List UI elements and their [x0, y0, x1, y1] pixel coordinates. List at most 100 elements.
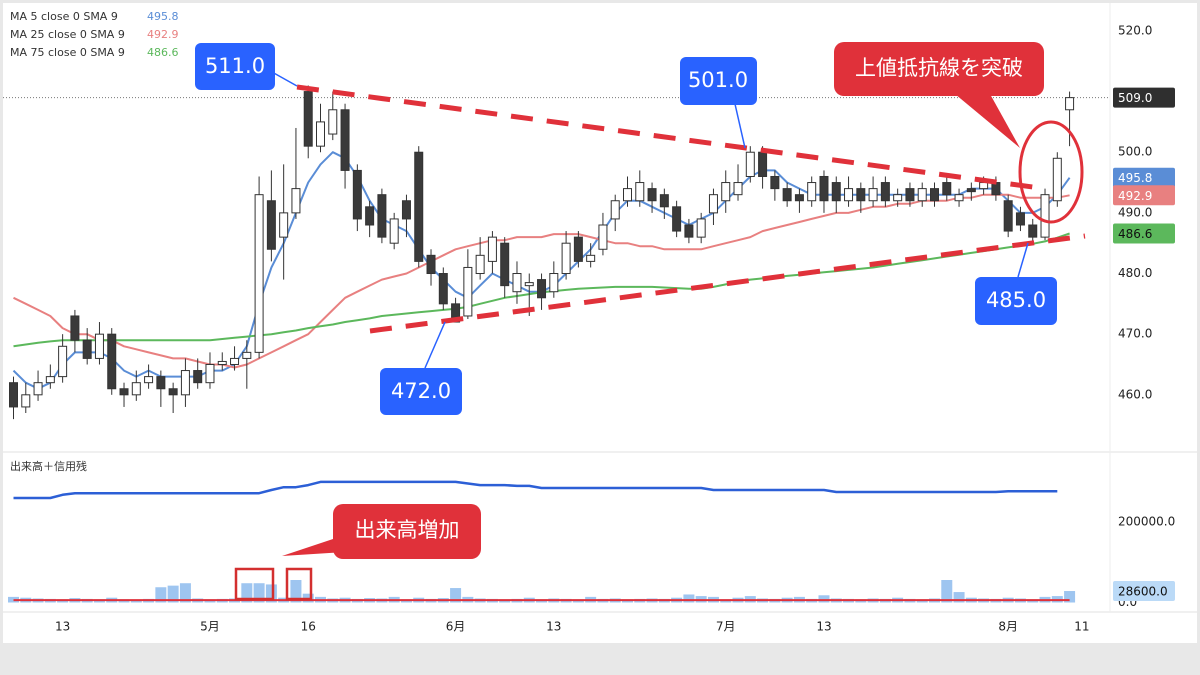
volume-bar — [941, 580, 953, 603]
candle-body — [794, 194, 804, 202]
x-tick-label: 7月 — [716, 620, 736, 634]
pointer — [271, 71, 298, 87]
candle-body — [635, 182, 645, 202]
candle-body — [352, 169, 362, 220]
candle-body — [954, 194, 964, 202]
callout-text: 上値抵抗線を突破 — [855, 56, 1023, 80]
callout-pointer — [282, 535, 345, 556]
candle-body — [70, 315, 80, 341]
candle-body — [328, 109, 338, 135]
candle-body — [561, 242, 571, 275]
volume-bar — [818, 595, 830, 603]
candle-body — [144, 376, 154, 384]
volume-bar — [179, 583, 191, 603]
candle-body — [647, 188, 657, 202]
candle-body — [659, 194, 669, 208]
candle-body — [131, 382, 141, 396]
candle-body — [770, 175, 780, 190]
candle-body — [979, 182, 989, 190]
x-tick-label: 13 — [546, 620, 561, 634]
volume-bar — [265, 584, 277, 603]
y-tick-label: 460.0 — [1118, 387, 1152, 401]
axis-value-box — [1113, 167, 1175, 188]
x-tick-label: 13 — [55, 620, 70, 634]
support-line — [369, 233, 1086, 334]
candle-body — [119, 388, 129, 396]
candle-body — [537, 279, 547, 299]
x-tick-label: 5月 — [200, 620, 220, 634]
candle-body — [279, 212, 289, 238]
candle-body — [1052, 157, 1062, 202]
candle-body — [880, 182, 890, 202]
candle-body — [758, 151, 768, 177]
y-tick-label: 470.0 — [1118, 327, 1152, 341]
axis-value-box — [1113, 87, 1175, 108]
axis-value-label: 28600.0 — [1118, 585, 1168, 599]
legend-label: MA 25 close 0 SMA 9 — [10, 28, 125, 41]
volume-bar — [290, 580, 302, 603]
candle-body — [58, 345, 68, 378]
candle-body — [745, 151, 755, 177]
candle-body — [1003, 200, 1013, 232]
candle-body — [303, 91, 313, 147]
candle-body — [672, 206, 682, 232]
candle-body — [856, 188, 866, 202]
pane-title: 出来高＋信用残 — [10, 459, 87, 473]
axis-value-box — [1113, 223, 1175, 244]
candle-body — [389, 218, 399, 244]
candle-body — [549, 273, 559, 293]
candle-body — [33, 382, 43, 396]
volume-highlight — [234, 567, 275, 601]
candle-body — [966, 188, 976, 193]
legend-value: 486.6 — [147, 46, 179, 59]
candle-body — [193, 370, 203, 384]
callout-pointer — [955, 94, 1020, 148]
candle-body — [942, 182, 952, 196]
annotation-box — [195, 43, 275, 90]
candle-body — [254, 194, 264, 353]
candle-body — [242, 351, 252, 359]
candle-body — [45, 376, 55, 384]
candle-body — [340, 109, 350, 171]
x-tick-label: 8月 — [998, 620, 1018, 634]
candle-body — [180, 370, 190, 396]
legend-label: MA 75 close 0 SMA 9 — [10, 46, 125, 59]
y-tick-label: 520.0 — [1118, 23, 1152, 37]
candle-body — [819, 175, 829, 202]
x-tick-label: 16 — [301, 620, 316, 634]
volume-highlight — [285, 567, 313, 601]
candle-body — [316, 121, 325, 147]
annotation-text: 511.0 — [205, 54, 265, 78]
candle-body — [721, 182, 731, 202]
candle-body — [573, 236, 583, 262]
annotation-text: 472.0 — [391, 379, 451, 403]
callout-text: 出来高増加 — [355, 518, 460, 542]
candle-body — [905, 188, 915, 202]
candle-body — [438, 273, 448, 305]
candle-body — [217, 360, 227, 365]
candle-body — [377, 194, 387, 238]
candle-body — [917, 188, 927, 202]
candle-body — [623, 188, 632, 202]
callout-box — [834, 42, 1044, 96]
volume-bar — [167, 585, 179, 603]
breakout-circle — [1018, 120, 1084, 224]
resistance-line — [296, 84, 1041, 191]
volume-bar — [1064, 591, 1076, 603]
candle-body — [598, 224, 608, 250]
y-tick-label: 500.0 — [1118, 145, 1152, 159]
overlays: 511.0 501.0 472.0 485.0 上値抵抗線を突破 出来高増加 M… — [10, 10, 1175, 602]
candle-body — [1028, 224, 1038, 238]
annotation-box — [380, 368, 462, 415]
y-tick-label: 480.0 — [1118, 266, 1152, 280]
legend-value: 495.8 — [147, 10, 179, 23]
volume-bar — [130, 599, 142, 603]
candle-body — [21, 394, 31, 408]
annotation-box — [975, 277, 1057, 325]
candle-body — [426, 254, 436, 275]
legend-value: 492.9 — [147, 28, 179, 41]
candle-body — [708, 194, 718, 214]
x-tick-label: 6月 — [446, 620, 466, 634]
